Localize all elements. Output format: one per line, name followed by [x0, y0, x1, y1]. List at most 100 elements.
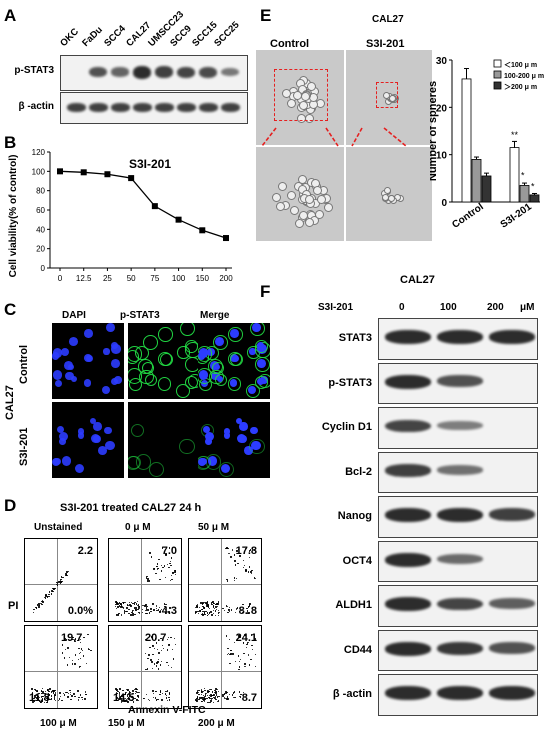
event-dot [195, 612, 197, 614]
event-dot [62, 693, 64, 695]
row-label-actin-a: β -actin [18, 101, 54, 112]
event-dot [71, 663, 74, 665]
event-dot [233, 577, 235, 579]
dapi-nucleus [77, 428, 85, 435]
facs-plot-2: 17.8 8. 8 [188, 538, 262, 622]
event-dot [59, 582, 62, 584]
event-dot [235, 607, 238, 610]
event-dot [147, 658, 149, 660]
event-dot [238, 666, 241, 668]
event-dot [201, 701, 203, 703]
event-dot [136, 691, 138, 693]
event-dot [136, 601, 139, 603]
x-tick-label-2: 25 [103, 274, 112, 283]
event-dot [242, 603, 244, 606]
sphere-cell [304, 218, 314, 228]
event-dot [54, 588, 56, 590]
event-dot [155, 699, 157, 701]
event-dot [243, 652, 245, 655]
event-dot [196, 697, 199, 699]
blot-f-2 [378, 407, 538, 449]
event-dot [147, 609, 149, 611]
event-dot [84, 698, 86, 700]
event-dot [61, 644, 64, 646]
pstat3-band-2 [111, 67, 129, 77]
micrograph-r0-c1 [128, 323, 200, 399]
event-dot [119, 696, 121, 698]
event-dot [134, 609, 137, 611]
event-dot [234, 560, 236, 562]
event-dot [169, 560, 172, 563]
event-dot [207, 605, 209, 607]
event-dot [132, 610, 134, 612]
pstat3-band-7 [221, 67, 239, 76]
event-dot [50, 698, 53, 700]
facs-plot-1: 7.0 4.3 [108, 538, 182, 622]
gate-horizontal [189, 584, 261, 586]
e-legend-label-0: ＜100 μ m [504, 61, 537, 69]
event-dot [159, 578, 161, 580]
event-dot [63, 657, 66, 659]
band-f-1-0 [385, 374, 431, 389]
event-dot [136, 604, 138, 607]
event-dot [35, 607, 38, 609]
event-dot [124, 699, 126, 702]
dapi-nucleus [86, 354, 94, 362]
event-dot [254, 577, 257, 580]
event-dot [69, 691, 71, 693]
event-dot [124, 601, 127, 604]
event-dot [66, 571, 68, 573]
event-dot [145, 604, 147, 606]
e-bar-0-0 [461, 78, 472, 203]
event-dot [225, 690, 227, 692]
event-dot [210, 695, 212, 697]
event-dot [116, 689, 118, 691]
event-dot [40, 692, 43, 695]
blot-a-actin [60, 92, 248, 124]
sphere-image-3 [346, 147, 432, 241]
event-dot [142, 697, 145, 700]
event-dot [237, 607, 239, 609]
dapi-nucleus [74, 463, 85, 474]
event-dot [62, 577, 64, 579]
event-dot [204, 607, 206, 609]
event-dot [218, 614, 220, 617]
event-dot [154, 697, 157, 699]
y-tick-label-5: 100 [32, 167, 46, 176]
event-dot [214, 610, 217, 612]
event-dot [152, 644, 154, 647]
event-dot [132, 610, 135, 612]
facs-plot-3: 19.7 11.8 [24, 625, 98, 709]
viability-point-7 [223, 235, 229, 242]
pstat3-cell [180, 323, 195, 336]
sphere-cell [281, 89, 291, 99]
event-dot [165, 553, 167, 555]
event-dot [148, 612, 151, 614]
event-dot [57, 699, 60, 702]
viability-point-1 [80, 169, 87, 176]
event-dot [174, 572, 176, 574]
event-dot [244, 634, 246, 636]
event-dot [251, 649, 253, 651]
gate-horizontal [109, 671, 181, 673]
event-dot [121, 695, 123, 697]
event-dot [216, 688, 219, 691]
event-dot [121, 701, 123, 703]
sphere-cell [294, 219, 304, 229]
event-dot [195, 606, 197, 609]
zoom-arrow-1 [325, 127, 339, 147]
event-dot [167, 699, 169, 702]
merge-cell [215, 373, 228, 386]
event-dot [149, 646, 151, 648]
e-y-tick-label-2: 20 [436, 103, 448, 114]
event-dot [231, 549, 234, 551]
event-dot [116, 692, 118, 695]
event-dot [246, 612, 248, 614]
event-dot [122, 606, 124, 609]
event-dot [85, 693, 87, 696]
merge-nucleus [223, 428, 231, 435]
pstat3-cell [128, 455, 141, 470]
event-dot [169, 607, 171, 609]
quad-ur: 7.0 [161, 545, 177, 557]
event-dot [49, 591, 51, 593]
